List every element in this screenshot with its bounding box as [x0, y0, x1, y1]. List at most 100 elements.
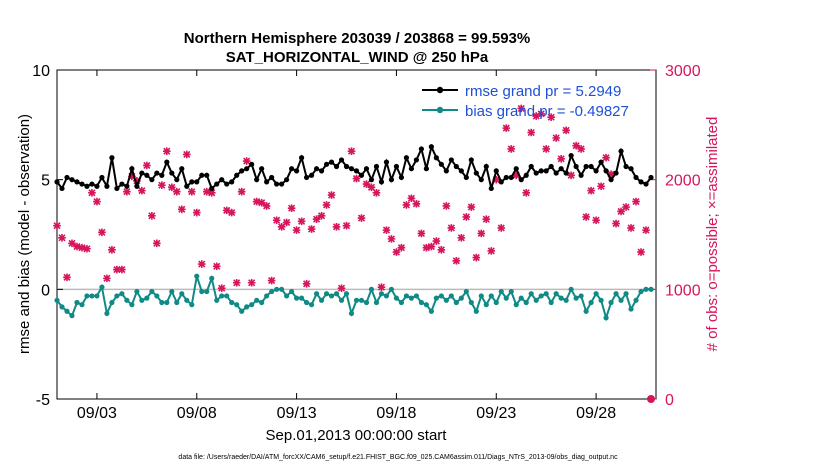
series-point-1: [408, 295, 415, 301]
series-point-0: [373, 163, 380, 170]
series-point-0: [343, 163, 350, 170]
series-point-1: [628, 306, 634, 312]
series-point-0: [588, 163, 594, 170]
series-point-0: [328, 159, 335, 165]
series-point-0: [84, 183, 90, 189]
y2-tick-label: 0: [665, 392, 674, 409]
series-point-1: [528, 291, 534, 297]
series-point-0: [94, 183, 100, 189]
x-tick-label: 09/03: [77, 405, 117, 422]
obs-markers: [53, 104, 656, 403]
series-point-1: [548, 299, 554, 306]
series-point-0: [164, 159, 170, 165]
series-point-0: [408, 166, 415, 172]
obs-assimilated-marker: [412, 199, 421, 208]
obs-assimilated-marker: [572, 141, 580, 150]
series-point-0: [154, 170, 160, 176]
obs-assimilated-marker: [502, 124, 511, 132]
series-point-0: [388, 177, 395, 183]
series-point-0: [249, 161, 255, 167]
series-point-0: [498, 179, 504, 185]
series-point-0: [453, 163, 459, 170]
obs-assimilated-marker: [507, 145, 516, 153]
obs-assimilated-marker: [277, 223, 286, 231]
series-point-0: [274, 181, 280, 187]
series-point-0: [229, 179, 235, 185]
series-point-1: [69, 313, 75, 319]
series-point-0: [159, 172, 165, 178]
series-point-1: [468, 299, 474, 306]
series-point-1: [523, 299, 529, 306]
obs-assimilated-marker: [467, 203, 476, 211]
obs-possible-marker: [647, 395, 656, 403]
series-point-1: [104, 310, 110, 317]
series-point-1: [428, 308, 434, 314]
series-point-0: [508, 174, 514, 181]
series-point-1: [308, 302, 315, 308]
legend-label-bias: bias grand pr = -0.49827: [465, 103, 629, 120]
obs-assimilated-marker: [237, 187, 246, 196]
series-point-1: [458, 295, 464, 301]
series-point-1: [303, 299, 310, 306]
series-point-0: [254, 177, 260, 183]
series-point-0: [603, 168, 609, 174]
obs-assimilated-marker: [257, 198, 266, 207]
series-point-0: [318, 168, 325, 174]
series-point-1: [578, 293, 584, 299]
series-point-1: [618, 297, 624, 303]
series-point-0: [638, 179, 644, 185]
series-point-1: [298, 295, 305, 301]
series-point-0: [264, 179, 270, 185]
obs-assimilated-marker: [557, 155, 565, 163]
series-point-1: [378, 291, 385, 297]
obs-assimilated-marker: [242, 157, 251, 165]
legend-marker-rmse: [436, 86, 444, 94]
obs-assimilated-marker: [472, 253, 481, 262]
y2-tick-label: 2000: [665, 173, 701, 190]
series-point-0: [573, 163, 579, 170]
series-point-1: [488, 293, 494, 299]
obs-assimilated-marker: [312, 215, 321, 223]
series-point-0: [413, 157, 419, 163]
obs-assimilated-marker: [227, 208, 236, 217]
series-point-0: [204, 172, 210, 178]
series-point-1: [124, 297, 130, 303]
series-point-1: [184, 297, 190, 303]
series-point-0: [538, 168, 544, 174]
series-point-0: [503, 174, 509, 181]
series-point-0: [69, 177, 75, 183]
series-point-1: [239, 308, 245, 314]
series-point-0: [628, 166, 634, 172]
obs-assimilated-marker: [542, 145, 550, 153]
y-axis-label: rmse and bias (model - observation): [16, 114, 33, 354]
series-lines: [54, 143, 654, 322]
obs-assimilated-marker: [287, 204, 296, 212]
obs-assimilated-marker: [577, 145, 585, 153]
series-point-0: [209, 185, 215, 192]
series-point-1: [633, 297, 639, 303]
y2-axis-label: # of obs: o=possible; ×=assimilated: [704, 117, 721, 352]
series-point-1: [194, 273, 200, 279]
y-tick-label: 5: [41, 173, 50, 190]
series-point-0: [184, 183, 190, 189]
legend: rmse grand pr = 5.2949 bias grand pr = -…: [422, 83, 629, 120]
series-point-0: [358, 172, 365, 178]
series-point-1: [373, 299, 380, 306]
x-tick-label: 09/23: [476, 405, 516, 422]
obs-assimilated-marker: [612, 219, 620, 228]
obs-assimilated-marker: [512, 171, 521, 180]
obs-assimilated-marker: [397, 243, 406, 252]
series-point-0: [548, 163, 554, 170]
series-point-1: [508, 288, 514, 295]
series-point-1: [383, 293, 390, 299]
series-point-0: [109, 155, 115, 161]
series-point-0: [468, 157, 474, 163]
obs-assimilated-marker: [442, 202, 451, 210]
series-point-0: [234, 172, 240, 178]
series-point-1: [179, 291, 185, 297]
obs-assimilated-marker: [417, 229, 426, 238]
series-point-1: [79, 302, 85, 308]
series-point-1: [89, 293, 95, 299]
obs-assimilated-marker: [347, 147, 356, 155]
series-point-0: [533, 170, 539, 176]
